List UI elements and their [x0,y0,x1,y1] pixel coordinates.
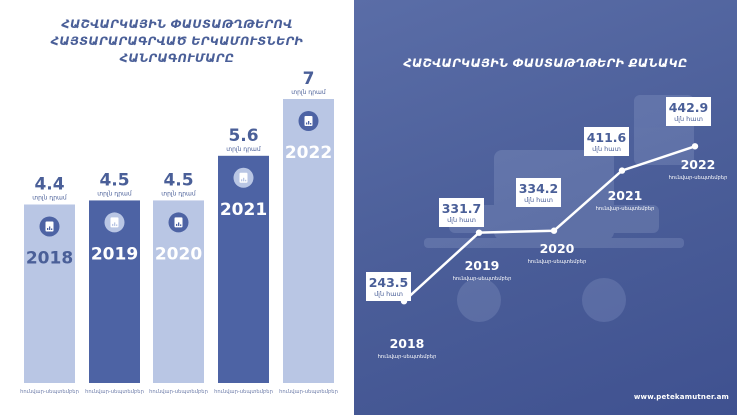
bar-year-label: 2022 [285,143,332,163]
data-point [550,227,558,234]
bar [218,155,269,383]
bar-year-label: 2020 [155,244,202,264]
bar-value-label: 4.5 [163,170,193,190]
point-period-label: հունվար-սեպտեմբեր [528,259,587,265]
icon-bar [306,122,308,125]
callout-box [584,127,629,156]
point-year-label: 2020 [540,241,575,256]
point-year-label: 2021 [608,188,643,203]
bar-value-label: 7 [303,69,315,89]
callout-box [666,97,711,126]
right-panel-title: ՀԱՇՎԱՐԿԱՅԻՆ ՓԱՍՏԱԹՂԹԵՐԻ ՔԱՆԱԿԸ [403,56,688,70]
bar-value-label: 4.5 [99,170,129,190]
document-chart-icon [233,167,254,188]
icon-bar [178,222,180,226]
left-panel: ՀԱՇՎԱՐԿԱՅԻՆ ՓԱՍՏԱԹՂԹԵՐՈՎ ՀԱՅՏԱՐԱՐԱԳՐՎԱԾ … [0,0,354,415]
bar-period-label: հունվար-սեպտեմբեր [149,389,208,395]
bar-unit-label: տրլն դրամ [291,89,326,96]
icon-bar [176,223,178,226]
point-unit-label: մլն հատ [592,145,621,153]
callout-box [439,198,484,227]
document-chart-icon [104,212,125,233]
bar-unit-label: տրլն դրամ [32,194,67,201]
document-chart-icon [39,216,60,237]
point-unit-label: մլն հատ [447,216,476,224]
icon-bar [114,222,116,226]
bar-value-label: 5.6 [228,126,258,146]
bar-year-label: 2018 [26,248,73,268]
bar-period-label: հունվար-սեպտեմբեր [20,389,79,395]
icon-bar [116,224,118,226]
data-point [618,167,626,174]
left-title-line2: ՀԱՅՏԱՐԱՐԱԳՐՎԱԾ ԵՐԿԱՄՈՒՏՆԵՐԻ ՀԱՆՐԱԳՈՒՄԱՐԸ [50,34,304,65]
icon-bar [245,179,247,182]
icon-bar [243,177,245,182]
icon-bar [180,224,182,226]
icon-bar [49,226,51,230]
left-panel-title: ՀԱՇՎԱՐԿԱՅԻՆ ՓԱՍՏԱԹՂԹԵՐՈՎ ՀԱՅՏԱՐԱՐԱԳՐՎԱԾ … [0,16,354,67]
point-year-label: 2022 [681,157,716,172]
bar-period-label: հունվար-սեպտեմբեր [214,389,273,395]
bar-unit-label: տրլն դրամ [161,190,196,197]
point-unit-label: մլն հատ [374,290,403,298]
point-period-label: հունվար-սեպտեմբեր [453,276,512,282]
point-value-label: 334.2 [519,181,559,196]
point-value-label: 442.9 [669,100,709,115]
bar-year-label: 2019 [91,244,138,264]
left-title-line1: ՀԱՇՎԱՐԿԱՅԻՆ ՓԱՍՏԱԹՂԹԵՐՈՎ [61,17,293,31]
point-period-label: հունվար-սեպտեմբեր [596,206,655,212]
bar [283,99,334,383]
document-chart-icon [168,212,189,233]
point-year-label: 2018 [390,336,425,351]
point-unit-label: մլն հատ [674,115,703,123]
right-panel: ՀԱՇՎԱՐԿԱՅԻՆ ՓԱՍՏԱԹՂԹԵՐԻ ՔԱՆԱԿԸ 243.5 մլն … [354,0,737,415]
icon-bar [51,228,53,230]
callout-box [516,178,561,207]
website-link[interactable]: www.petekamutner.am [633,393,729,401]
point-value-label: 243.5 [369,275,409,290]
icon-bar [308,121,310,125]
point-period-label: հունվար-սեպտեմբեր [378,354,437,360]
icon-bar [241,179,243,182]
icon-bar [310,123,312,125]
bar-unit-label: տրլն դրամ [226,146,261,153]
point-value-label: 331.7 [442,201,482,216]
bar-unit-label: տրլն դրամ [97,190,132,197]
data-point [691,143,699,150]
document-chart-icon [298,111,319,131]
icon-bar [112,223,114,226]
callout-box [366,272,411,301]
point-year-label: 2019 [465,258,500,273]
icon-bar [47,227,49,230]
point-unit-label: մլն հատ [524,196,553,204]
bar-year-label: 2021 [220,200,267,220]
point-period-label: հունվար-սեպտեմբեր [669,175,728,181]
point-value-label: 411.6 [587,130,627,145]
bar-value-label: 4.4 [34,174,64,194]
bar-period-label: հունվար-սեպտեմբեր [279,389,338,395]
bar-period-label: հունվար-սեպտեմբեր [85,389,144,395]
data-point [475,229,483,236]
